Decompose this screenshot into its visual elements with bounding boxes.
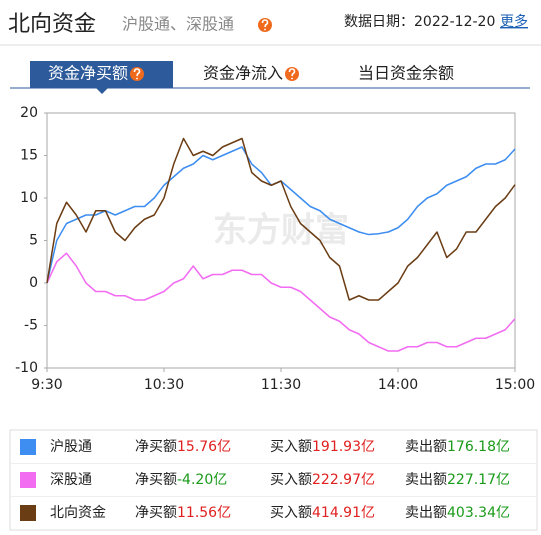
legend-name: 沪股通 — [50, 439, 92, 455]
summary-cell: 净买额11.56亿 — [135, 505, 231, 521]
summary-table — [9, 429, 538, 531]
help-dot — [136, 77, 138, 80]
summary-cell: 买入额414.91亿 — [270, 505, 375, 521]
summary-value: 227.17亿 — [447, 472, 510, 488]
watermark: 东方财富 — [213, 211, 349, 251]
legend-name: 北向资金 — [50, 505, 106, 521]
y-tick-label: 10 — [20, 190, 38, 206]
series-line — [46, 137, 516, 301]
summary-value: 222.97亿 — [312, 472, 375, 488]
summary-value: 11.56亿 — [177, 505, 231, 521]
tab[interactable]: 当日资金余额 — [358, 64, 454, 83]
summary-label: 卖出额 — [405, 472, 447, 488]
summary-label: 净买额 — [135, 505, 177, 521]
series-line — [46, 252, 516, 352]
legend-swatch — [20, 505, 36, 521]
summary-cell: 买入额222.97亿 — [270, 472, 375, 488]
help-glyph — [288, 68, 296, 77]
tab-label[interactable]: 资金净买额 — [48, 64, 128, 83]
legend-name: 深股通 — [50, 472, 92, 488]
y-tick-label: 0 — [29, 275, 38, 291]
summary-cell: 卖出额227.17亿 — [405, 472, 510, 488]
date-label: 数据日期：2022-12-20 — [344, 14, 495, 30]
summary-label: 净买额 — [135, 439, 177, 455]
summary-cell: 卖出额176.18亿 — [405, 439, 510, 455]
tab[interactable]: 资金净流入 — [203, 64, 299, 83]
summary-label: 买入额 — [270, 505, 312, 521]
x-tick-label: 9:30 — [31, 377, 62, 393]
summary-value: 403.34亿 — [447, 505, 510, 521]
title: 北向资金 — [8, 12, 96, 37]
y-tick-label: -5 — [24, 318, 38, 334]
legend-swatch — [20, 439, 36, 455]
summary-value: 176.18亿 — [447, 439, 510, 455]
tab-bg — [30, 61, 173, 88]
help-icon[interactable] — [258, 18, 272, 32]
y-tick-label: 15 — [20, 148, 38, 164]
summary-label: 买入额 — [270, 472, 312, 488]
x-tick-label: 11:30 — [261, 377, 301, 393]
summary-value: 191.93亿 — [312, 439, 375, 455]
summary-value: 414.91亿 — [312, 505, 375, 521]
summary-cell: 卖出额403.34亿 — [405, 505, 510, 521]
summary-label: 卖出额 — [405, 505, 447, 521]
y-tick-label: 20 — [20, 105, 38, 121]
y-tick-label: 5 — [29, 233, 38, 249]
summary-label: 卖出额 — [405, 439, 447, 455]
x-tick-label: 15:00 — [495, 377, 535, 393]
tab-label[interactable]: 当日资金余额 — [358, 64, 454, 83]
tab[interactable]: 资金净买额 — [30, 61, 173, 94]
summary-cell: 净买额15.76亿 — [135, 439, 231, 455]
more-link[interactable]: 更多 — [500, 13, 528, 30]
summary-value: 15.76亿 — [177, 439, 231, 455]
summary-cell: 买入额191.93亿 — [270, 439, 375, 455]
help-dot — [291, 77, 293, 80]
tab-pointer — [96, 88, 108, 94]
summary-cell: 净买额-4.20亿 — [135, 472, 227, 488]
legend-swatch — [20, 472, 36, 488]
summary-value: -4.20亿 — [177, 472, 227, 488]
summary-label: 买入额 — [270, 439, 312, 455]
subtitle: 沪股通、深股通 — [122, 15, 234, 34]
y-tick-label: -10 — [15, 360, 38, 376]
x-tick-label: 10:30 — [144, 377, 184, 393]
x-tick-label: 14:00 — [378, 377, 418, 393]
summary-label: 净买额 — [135, 472, 177, 488]
tab-label[interactable]: 资金净流入 — [203, 64, 283, 83]
help-glyph — [133, 68, 141, 77]
